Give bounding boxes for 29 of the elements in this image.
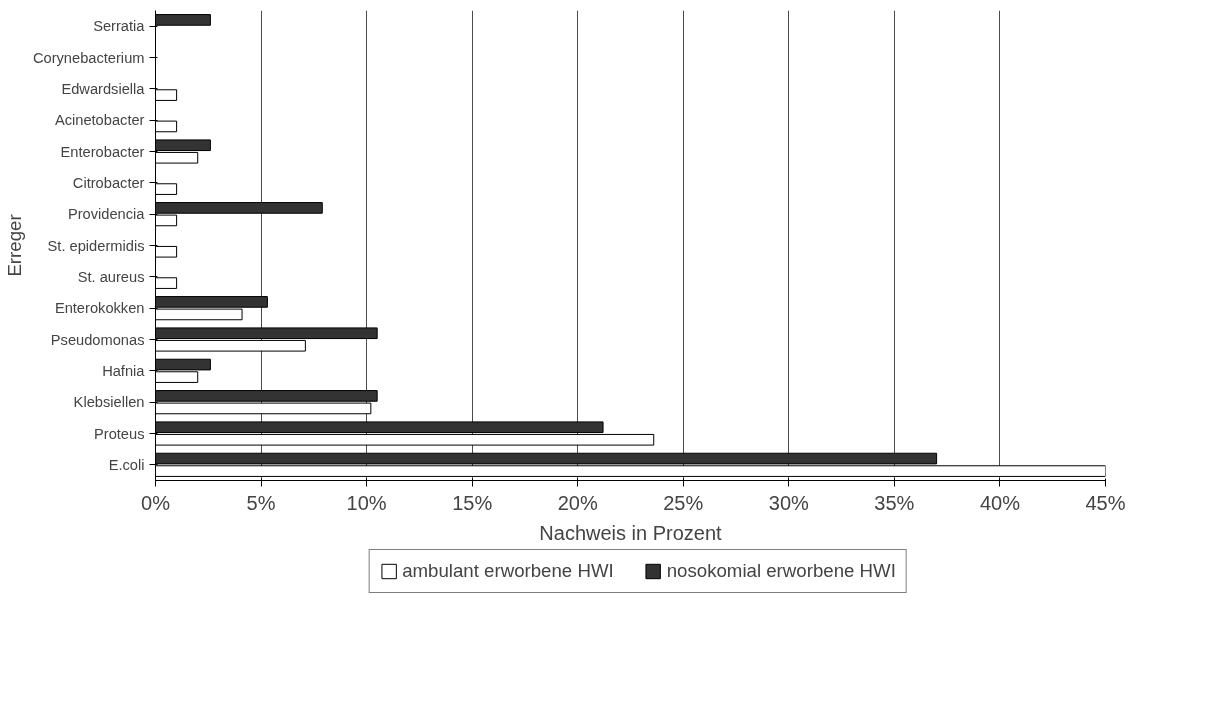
x-tick-label: 20% [557, 491, 598, 514]
y-axis-title: Erreger [3, 214, 25, 277]
y-tick-label: St. epidermidis [47, 237, 145, 254]
y-tick-label: Enterobacter [60, 143, 145, 160]
y-tick-label: Edwardsiella [61, 80, 146, 97]
y-tick-label: E.coli [108, 456, 145, 473]
y-tick-label: Enterokokken [54, 300, 145, 317]
x-tick-label: 35% [874, 491, 915, 514]
x-tick-label: 30% [768, 491, 810, 514]
y-tick-label: Pseudomonas [50, 331, 145, 348]
legend-label: ambulant erworbene HWI [402, 560, 614, 582]
y-tick-label: Klebsiellen [73, 394, 145, 411]
x-tick-label: 0% [141, 491, 171, 514]
y-tick-label: Acinetobacter [54, 112, 145, 129]
y-tick-label: Proteus [93, 425, 145, 442]
x-tick-label: 25% [663, 491, 704, 514]
y-tick-label: Hafnia [102, 362, 146, 379]
y-tick-label: Citrobacter [72, 174, 145, 191]
y-tick-label: St. aureus [77, 268, 145, 285]
x-tick-label: 10% [346, 491, 387, 514]
y-tick-label: Providencia [67, 206, 146, 223]
legend-label: nosokomial erworbene HWI [666, 560, 896, 582]
x-tick-label: 5% [246, 491, 276, 514]
y-tick-label: Corynebacterium [32, 49, 145, 66]
x-tick-label: 15% [452, 491, 493, 514]
y-tick-label: Serratia [93, 18, 146, 35]
x-tick-label: 45% [1085, 491, 1126, 514]
x-axis-title: Nachweis in Prozent [539, 521, 723, 544]
x-tick-label: 40% [979, 491, 1021, 514]
